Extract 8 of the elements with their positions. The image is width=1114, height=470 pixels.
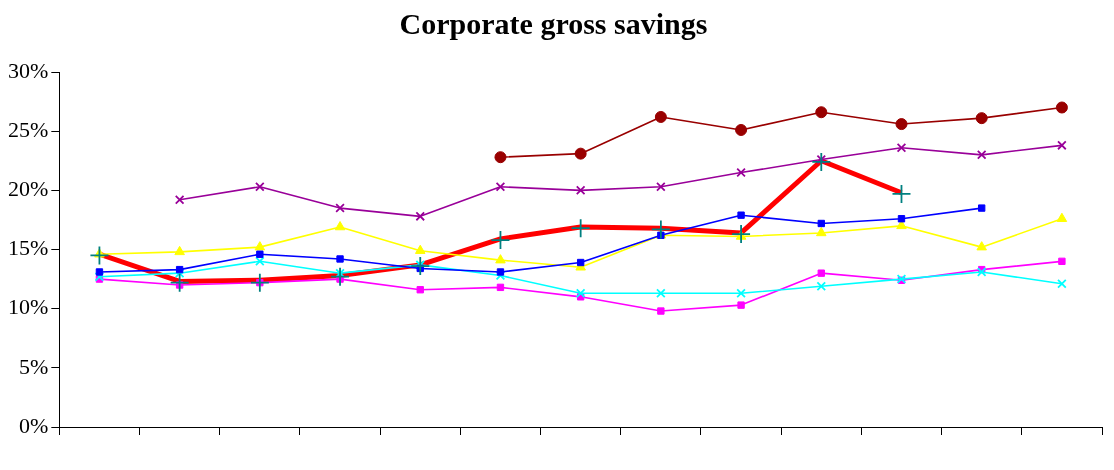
y-tick-label: 25% (8, 116, 49, 142)
chart-title: Corporate gross savings (399, 6, 708, 40)
y-tick-label: 10% (8, 294, 49, 320)
y-tick-label: 5% (19, 353, 49, 379)
y-tick-label: 0% (19, 412, 49, 438)
y-tick-label: 20% (8, 176, 49, 202)
y-tick-label: 30% (8, 57, 49, 83)
y-tick-label: 15% (8, 235, 49, 261)
